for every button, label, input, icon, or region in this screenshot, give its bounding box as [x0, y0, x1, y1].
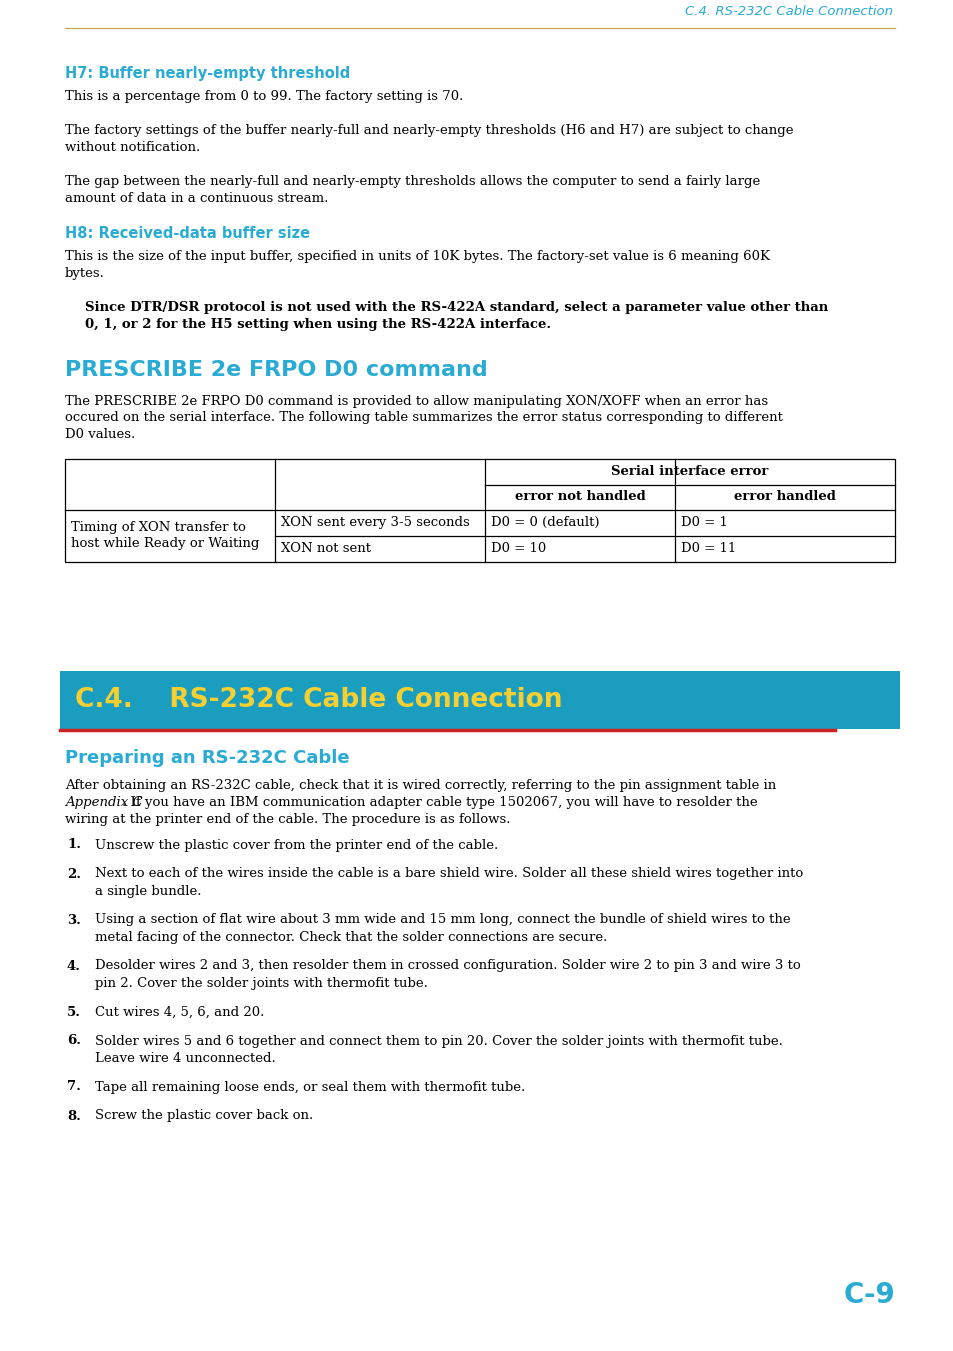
Text: 2.: 2. [67, 867, 81, 881]
Text: error handled: error handled [733, 490, 835, 504]
Text: C-9: C-9 [842, 1281, 894, 1309]
Text: D0 = 1: D0 = 1 [680, 516, 727, 530]
Text: 6.: 6. [67, 1035, 81, 1047]
Text: without notification.: without notification. [65, 141, 200, 154]
Text: 0, 1, or 2 for the H5 setting when using the RS-422A interface.: 0, 1, or 2 for the H5 setting when using… [85, 317, 551, 331]
Bar [65, 458, 894, 562]
Text: Solder wires 5 and 6 together and connect them to pin 20. Cover the solder joint: Solder wires 5 and 6 together and connec… [95, 1035, 782, 1047]
Text: D0 = 10: D0 = 10 [491, 542, 546, 555]
Text: Appendix C: Appendix C [65, 796, 143, 809]
Text: Next to each of the wires inside the cable is a bare shield wire. Solder all the: Next to each of the wires inside the cab… [95, 867, 802, 881]
Text: Screw the plastic cover back on.: Screw the plastic cover back on. [95, 1109, 313, 1123]
Text: a single bundle.: a single bundle. [95, 885, 201, 897]
Text: XON not sent: XON not sent [281, 542, 371, 555]
Text: H7: Buffer nearly-empty threshold: H7: Buffer nearly-empty threshold [65, 66, 350, 81]
Text: Leave wire 4 unconnected.: Leave wire 4 unconnected. [95, 1051, 275, 1065]
Text: After obtaining an RS-232C cable, check that it is wired correctly, referring to: After obtaining an RS-232C cable, check … [65, 780, 776, 792]
Text: Preparing an RS-232C Cable: Preparing an RS-232C Cable [65, 748, 349, 767]
Text: metal facing of the connector. Check that the solder connections are secure.: metal facing of the connector. Check tha… [95, 931, 607, 943]
Text: 5.: 5. [67, 1005, 81, 1019]
Text: The factory settings of the buffer nearly-full and nearly-empty thresholds (H6 a: The factory settings of the buffer nearl… [65, 124, 793, 136]
Bar [60, 671, 899, 730]
Text: C.4.    RS-232C Cable Connection: C.4. RS-232C Cable Connection [75, 688, 562, 713]
Text: amount of data in a continuous stream.: amount of data in a continuous stream. [65, 192, 328, 205]
Text: The PRESCRIBE 2e FRPO D0 command is provided to allow manipulating XON/XOFF when: The PRESCRIBE 2e FRPO D0 command is prov… [65, 394, 767, 408]
Text: The gap between the nearly-full and nearly-empty thresholds allows the computer : The gap between the nearly-full and near… [65, 176, 760, 188]
Text: Unscrew the plastic cover from the printer end of the cable.: Unscrew the plastic cover from the print… [95, 839, 497, 851]
Text: PRESCRIBE 2e FRPO D0 command: PRESCRIBE 2e FRPO D0 command [65, 361, 487, 381]
Text: Desolder wires 2 and 3, then resolder them in crossed configuration. Solder wire: Desolder wires 2 and 3, then resolder th… [95, 959, 800, 973]
Text: H8: Received-data buffer size: H8: Received-data buffer size [65, 226, 310, 240]
Text: occured on the serial interface. The following table summarizes the error status: occured on the serial interface. The fol… [65, 412, 782, 424]
Text: XON sent every 3-5 seconds: XON sent every 3-5 seconds [281, 516, 469, 530]
Text: D0 = 0 (default): D0 = 0 (default) [491, 516, 598, 530]
Text: 8.: 8. [67, 1109, 81, 1123]
Text: 4.: 4. [67, 959, 81, 973]
Text: host while Ready or Waiting: host while Ready or Waiting [71, 536, 259, 550]
Text: Since DTR/DSR protocol is not used with the RS-422A standard, select a parameter: Since DTR/DSR protocol is not used with … [85, 301, 827, 313]
Text: Serial interface error: Serial interface error [611, 465, 768, 478]
Text: D0 values.: D0 values. [65, 428, 135, 442]
Text: C.4. RS-232C Cable Connection: C.4. RS-232C Cable Connection [684, 5, 892, 18]
Text: error not handled: error not handled [514, 490, 644, 504]
Text: Timing of XON transfer to: Timing of XON transfer to [71, 521, 246, 534]
Text: D0 = 11: D0 = 11 [680, 542, 736, 555]
Text: Tape all remaining loose ends, or seal them with thermofit tube.: Tape all remaining loose ends, or seal t… [95, 1081, 525, 1093]
Text: 1.: 1. [67, 839, 81, 851]
Text: This is the size of the input buffer, specified in units of 10K bytes. The facto: This is the size of the input buffer, sp… [65, 250, 769, 263]
Text: This is a percentage from 0 to 99. The factory setting is 70.: This is a percentage from 0 to 99. The f… [65, 91, 463, 103]
Text: 7.: 7. [67, 1081, 81, 1093]
Text: pin 2. Cover the solder joints with thermofit tube.: pin 2. Cover the solder joints with ther… [95, 977, 428, 989]
Text: . If you have an IBM communication adapter cable type 1502067, you will have to : . If you have an IBM communication adapt… [122, 796, 757, 809]
Text: 3.: 3. [67, 913, 81, 927]
Text: bytes.: bytes. [65, 267, 105, 280]
Text: Cut wires 4, 5, 6, and 20.: Cut wires 4, 5, 6, and 20. [95, 1005, 264, 1019]
Text: wiring at the printer end of the cable. The procedure is as follows.: wiring at the printer end of the cable. … [65, 813, 510, 825]
Text: Using a section of flat wire about 3 mm wide and 15 mm long, connect the bundle : Using a section of flat wire about 3 mm … [95, 913, 790, 927]
